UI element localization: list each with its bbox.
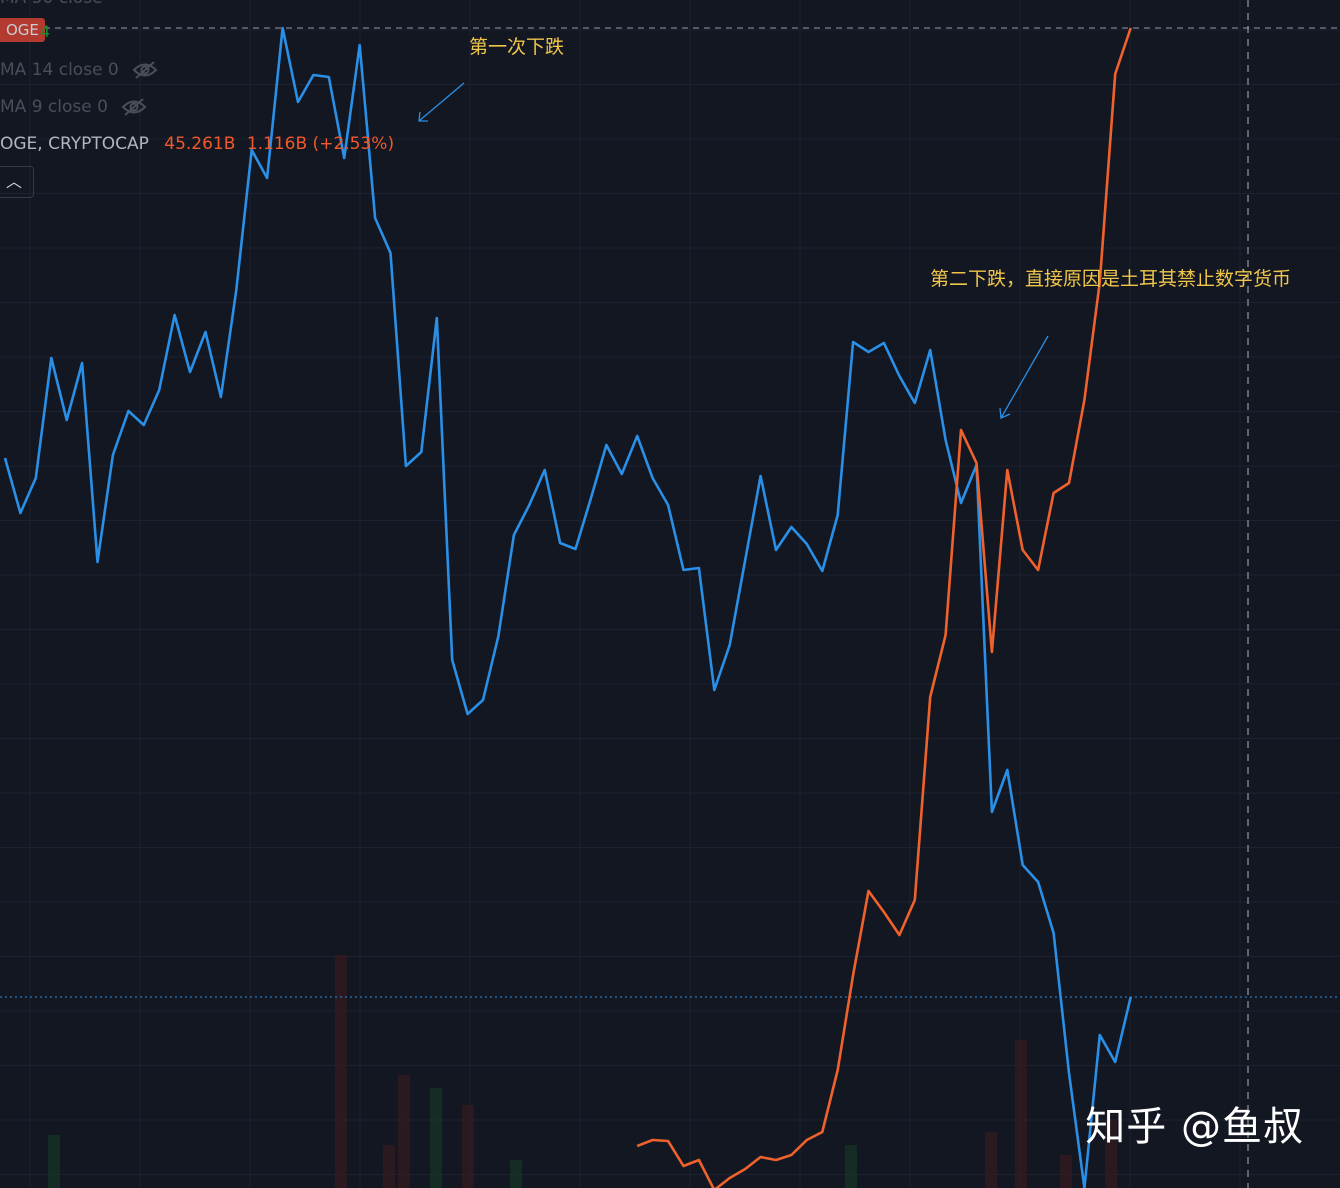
- volume-bar: [335, 955, 347, 1188]
- volume-bar: [845, 1145, 857, 1188]
- ma9-legend[interactable]: MA 9 close 0: [0, 97, 147, 117]
- watermark: 知乎 @鱼叔: [1085, 1104, 1304, 1150]
- volume-bar: [1105, 1120, 1117, 1188]
- volume-bar: [1060, 1155, 1072, 1188]
- volume-bar: [48, 1135, 60, 1188]
- volume-bar: [430, 1088, 442, 1188]
- annotation-second-drop: 第二下跌，直接原因是土耳其禁止数字货币: [930, 268, 1292, 290]
- volume-bar: [510, 1160, 522, 1188]
- arrow-first: [418, 82, 465, 122]
- symbol-value: 45.261B: [164, 134, 236, 154]
- series-line-orange: [636, 27, 1132, 1188]
- symbol-tag: OGE: [0, 18, 45, 42]
- chevron-up-icon: ︿: [5, 172, 22, 191]
- volume-bar: [1015, 1040, 1027, 1188]
- volume-bar: [398, 1075, 410, 1188]
- symbol-change: 1.116B (+2.53%): [246, 134, 395, 154]
- ma14-label: MA 14 close 0: [0, 60, 119, 80]
- series-line-blue: [3, 26, 1132, 1188]
- ma14-legend[interactable]: MA 14 close 0: [0, 60, 158, 80]
- volume-bars: [48, 955, 1117, 1188]
- arrow-second: [999, 335, 1049, 419]
- symbol-name: OGE, CRYPTOCAP: [0, 134, 149, 154]
- annotation-first-drop: 第一次下跌: [469, 36, 565, 58]
- collapse-legend-button[interactable]: ︿: [0, 166, 34, 198]
- symbol-legend[interactable]: OGE, CRYPTOCAP 45.261B 1.116B (+2.53%): [0, 134, 394, 154]
- ma50-legend[interactable]: MA 50 close: [0, 0, 103, 8]
- eye-hidden-icon[interactable]: [121, 97, 147, 117]
- volume-bar: [985, 1132, 997, 1188]
- ma50-label: MA 50 close: [0, 0, 103, 8]
- eye-hidden-icon[interactable]: [132, 60, 158, 80]
- symbol-tag-value: 4: [40, 22, 51, 41]
- series-group: [3, 26, 1132, 1188]
- volume-bar: [383, 1145, 395, 1188]
- ma9-label: MA 9 close 0: [0, 97, 108, 117]
- volume-bar: [462, 1105, 474, 1188]
